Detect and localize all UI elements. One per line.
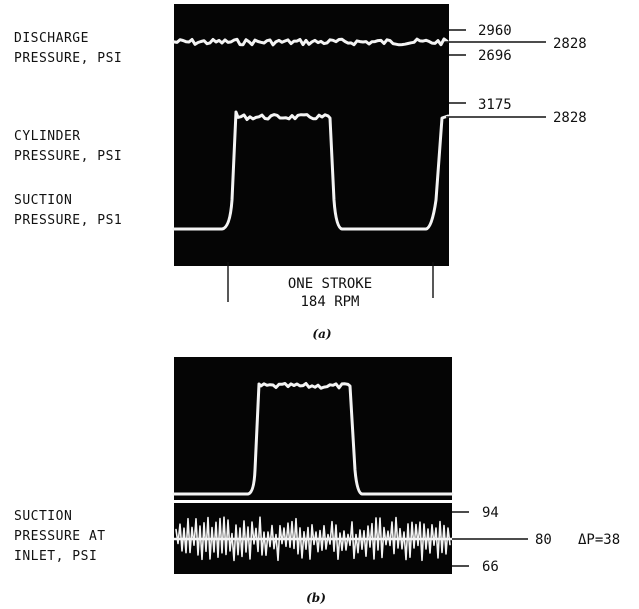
- panel-a-caption: (a): [312, 327, 331, 341]
- inlet-mean-value: 80: [535, 532, 552, 548]
- discharge-pressure-trace: [172, 37, 449, 47]
- cylinder-label: CYLINDER PRESSURE, PSI: [14, 129, 122, 164]
- scope-screen-b-gap: [174, 500, 452, 503]
- suction-inlet-trace: [175, 516, 451, 562]
- discharge-max-value: 2960: [478, 23, 512, 39]
- scope-screen-a: [174, 4, 449, 266]
- suction-inlet-label: SUCTION PRESSURE AT INLET, PSI: [14, 509, 106, 564]
- suction-label: SUCTION PRESSURE, PS1: [14, 193, 122, 228]
- inlet-max-value: 94: [482, 505, 499, 521]
- cylinder-peak-value: 3175: [478, 97, 512, 113]
- inlet-min-value: 66: [482, 559, 499, 575]
- cylinder-pressure-trace: [172, 110, 450, 231]
- discharge-label: DISCHARGE PRESSURE, PSI: [14, 31, 122, 66]
- cylinder-mean-value: 2828: [553, 110, 587, 126]
- cylinder-pulse-trace-b: [172, 382, 454, 496]
- panel-b: SUCTION PRESSURE AT INLET, PSI 94 80 ΔP=38…: [14, 357, 620, 605]
- stroke-note: ONE STROKE 184 RPM: [288, 276, 372, 310]
- discharge-mean-value: 2828: [553, 36, 587, 52]
- panel-a: DISCHARGE PRESSURE, PSI CYLINDER PRESSURE,…: [14, 4, 587, 341]
- delta-pressure-value: ΔP=38: [578, 532, 620, 548]
- panel-b-caption: (b): [306, 591, 326, 605]
- discharge-min-value: 2696: [478, 48, 512, 64]
